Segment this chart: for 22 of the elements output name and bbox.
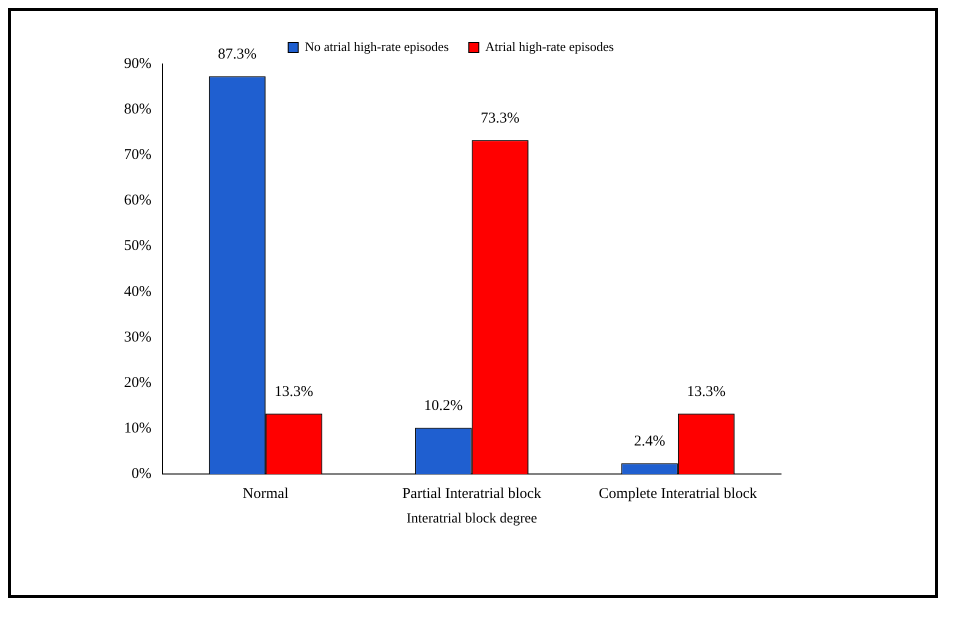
- data-label: 13.3%: [686, 384, 726, 400]
- y-tick-label: 10%: [124, 420, 152, 437]
- y-tick-label: 90%: [124, 56, 152, 72]
- legend-label: No atrial high-rate episodes: [304, 38, 449, 54]
- y-tick-label: 70%: [124, 147, 152, 164]
- x-tick-label: Normal: [242, 486, 288, 502]
- y-tick-label: 30%: [124, 329, 152, 346]
- legend-label: Atrial high-rate episodes: [485, 38, 614, 54]
- x-tick-label: Partial Interatrial block: [402, 486, 542, 502]
- data-label: 73.3%: [480, 110, 520, 127]
- y-tick-label: 60%: [124, 192, 152, 209]
- y-tick-label: 50%: [124, 238, 152, 254]
- y-tick-label: 80%: [124, 102, 152, 118]
- y-tick-label: 40%: [124, 284, 152, 300]
- y-tick-label: 20%: [124, 374, 152, 391]
- y-tick-label: 0%: [131, 466, 152, 482]
- data-label: 87.3%: [218, 46, 257, 63]
- data-label: 10.2%: [424, 398, 463, 414]
- data-label: 2.4%: [634, 434, 666, 450]
- x-axis-title: Interatrial block degree: [406, 511, 538, 526]
- x-tick-label: Complete Interatrial block: [598, 486, 758, 502]
- data-label: 13.3%: [274, 384, 314, 400]
